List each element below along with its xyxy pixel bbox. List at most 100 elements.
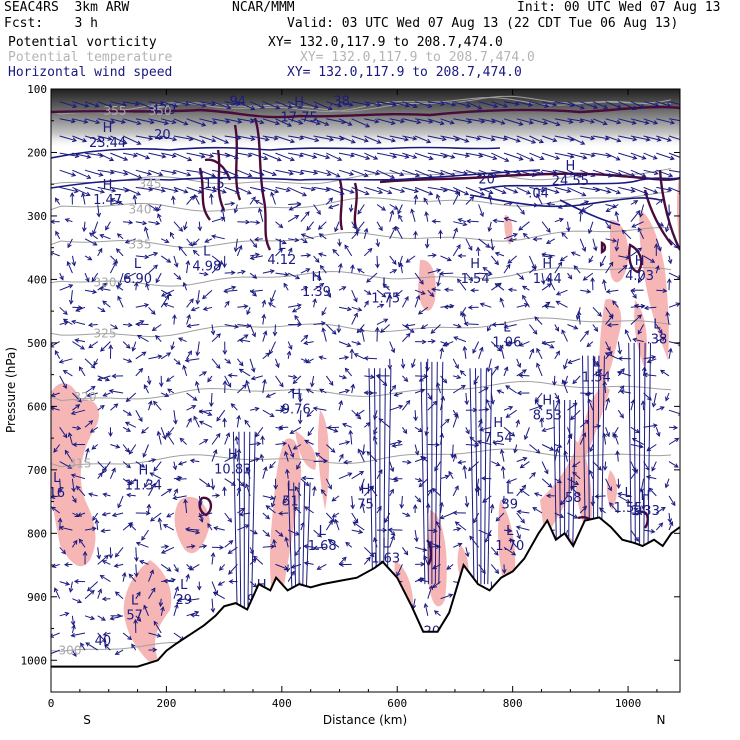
wind-vector-head bbox=[426, 138, 432, 144]
wind-vector bbox=[250, 253, 260, 257]
wind-vector-head bbox=[390, 535, 395, 541]
wind-vector bbox=[414, 231, 417, 239]
wind-vector bbox=[397, 204, 403, 214]
wind-vector bbox=[322, 327, 327, 342]
wind-vector-head bbox=[102, 282, 108, 288]
wind-vector bbox=[621, 229, 632, 240]
wind-vector-head bbox=[252, 555, 258, 561]
wind-vector bbox=[505, 385, 517, 394]
wind-vector bbox=[319, 233, 327, 240]
wind-vector-head bbox=[500, 465, 506, 471]
wind-vector bbox=[328, 539, 340, 548]
wind-vector-head bbox=[612, 300, 617, 306]
wind-vector-head bbox=[633, 507, 639, 513]
wind-vectors bbox=[51, 101, 680, 674]
wind-vector-head bbox=[549, 446, 555, 451]
wind-vector bbox=[253, 555, 264, 565]
wind-vector-head bbox=[584, 200, 590, 205]
wind-vector bbox=[101, 529, 111, 532]
updraft-vector bbox=[434, 361, 438, 585]
wind-vector-head bbox=[366, 450, 372, 456]
wind-vector bbox=[262, 529, 270, 537]
wind-vector bbox=[350, 204, 353, 212]
wind-vector-head bbox=[304, 439, 310, 445]
wind-vector-head bbox=[285, 187, 291, 193]
wind-vector-head bbox=[536, 347, 541, 353]
wind-vector bbox=[163, 524, 175, 531]
wind-vector bbox=[668, 118, 680, 122]
extremum-value: 9.76 bbox=[282, 402, 311, 417]
wind-vector bbox=[91, 444, 99, 450]
wind-vector-head bbox=[643, 190, 649, 195]
wind-vector-head bbox=[258, 207, 263, 213]
wind-vector-head bbox=[90, 615, 96, 621]
wind-vector bbox=[199, 101, 216, 105]
wind-vector bbox=[275, 186, 290, 192]
wind-vector bbox=[219, 564, 226, 571]
wind-vector-head bbox=[251, 332, 256, 338]
wind-vector-head bbox=[182, 364, 187, 370]
wind-vector-head bbox=[115, 248, 121, 253]
wind-vector-head bbox=[202, 544, 208, 549]
wind-vector-head bbox=[76, 425, 82, 431]
wind-vector bbox=[414, 389, 425, 394]
updraft-vector bbox=[247, 431, 251, 623]
wind-vector bbox=[173, 135, 193, 140]
wind-vector-head bbox=[633, 200, 639, 205]
wind-vector-head bbox=[100, 347, 105, 352]
wind-vector-head bbox=[151, 587, 156, 593]
wind-vector bbox=[606, 289, 619, 293]
wind-vector-head bbox=[581, 192, 587, 197]
wind-vector-head bbox=[486, 367, 492, 373]
wind-vector bbox=[148, 570, 154, 582]
extremum-value: 23.44 bbox=[89, 136, 126, 151]
wind-vector-head bbox=[349, 171, 355, 176]
wind-vector-head bbox=[215, 364, 221, 370]
wind-vector bbox=[54, 587, 61, 599]
wind-vector-head bbox=[176, 275, 182, 281]
wind-vector bbox=[529, 266, 537, 274]
wind-vector-head bbox=[250, 375, 256, 381]
wind-vector bbox=[502, 466, 505, 479]
wind-vector bbox=[402, 186, 419, 193]
wind-vector-head bbox=[398, 214, 403, 220]
wind-vector-head bbox=[468, 276, 474, 282]
wind-vector-head bbox=[115, 285, 121, 290]
wind-vector-head bbox=[533, 202, 539, 208]
wind-vector-head bbox=[124, 447, 130, 453]
wind-vector-head bbox=[364, 190, 370, 196]
wind-vector bbox=[361, 328, 365, 342]
wind-vector-head bbox=[126, 463, 131, 469]
wind-vector bbox=[478, 272, 492, 275]
wind-vector-head bbox=[590, 172, 596, 177]
wind-vector bbox=[567, 135, 585, 145]
wind-vector-head bbox=[416, 119, 422, 125]
wind-vector bbox=[306, 221, 314, 231]
wind-vector-head bbox=[233, 154, 239, 160]
wind-vector bbox=[389, 461, 394, 472]
wind-vector bbox=[116, 285, 124, 291]
wind-vector bbox=[592, 461, 602, 471]
wind-vector bbox=[647, 358, 657, 363]
updraft-vector bbox=[287, 482, 293, 597]
wind-vector bbox=[211, 449, 217, 462]
wind-vector bbox=[199, 135, 216, 142]
wind-vector-head bbox=[344, 388, 351, 394]
wind-vector bbox=[411, 358, 416, 368]
wind-vector bbox=[606, 204, 619, 212]
wind-vector-head bbox=[633, 303, 639, 309]
theta-isoline bbox=[51, 267, 672, 287]
wind-vector bbox=[656, 337, 666, 343]
wind-vector bbox=[211, 101, 231, 109]
wind-vector bbox=[567, 118, 584, 122]
wind-vector-head bbox=[449, 120, 455, 125]
wind-vector bbox=[249, 407, 259, 411]
wind-vector-head bbox=[632, 105, 638, 111]
wind-vector bbox=[173, 315, 176, 325]
wind-vector bbox=[224, 101, 240, 105]
updraft-vector bbox=[469, 368, 475, 585]
wind-vector bbox=[401, 358, 404, 368]
wind-vector-head bbox=[452, 453, 457, 459]
wind-vector bbox=[364, 357, 378, 360]
wind-vector bbox=[59, 427, 68, 438]
